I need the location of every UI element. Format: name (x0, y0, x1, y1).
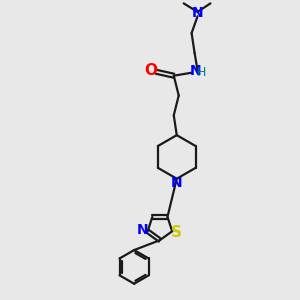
Text: N: N (190, 64, 202, 78)
Text: S: S (171, 225, 182, 240)
Text: N: N (136, 223, 148, 237)
Text: N: N (171, 176, 183, 190)
Text: N: N (192, 6, 203, 20)
Text: H: H (197, 66, 206, 79)
Text: O: O (145, 63, 158, 78)
